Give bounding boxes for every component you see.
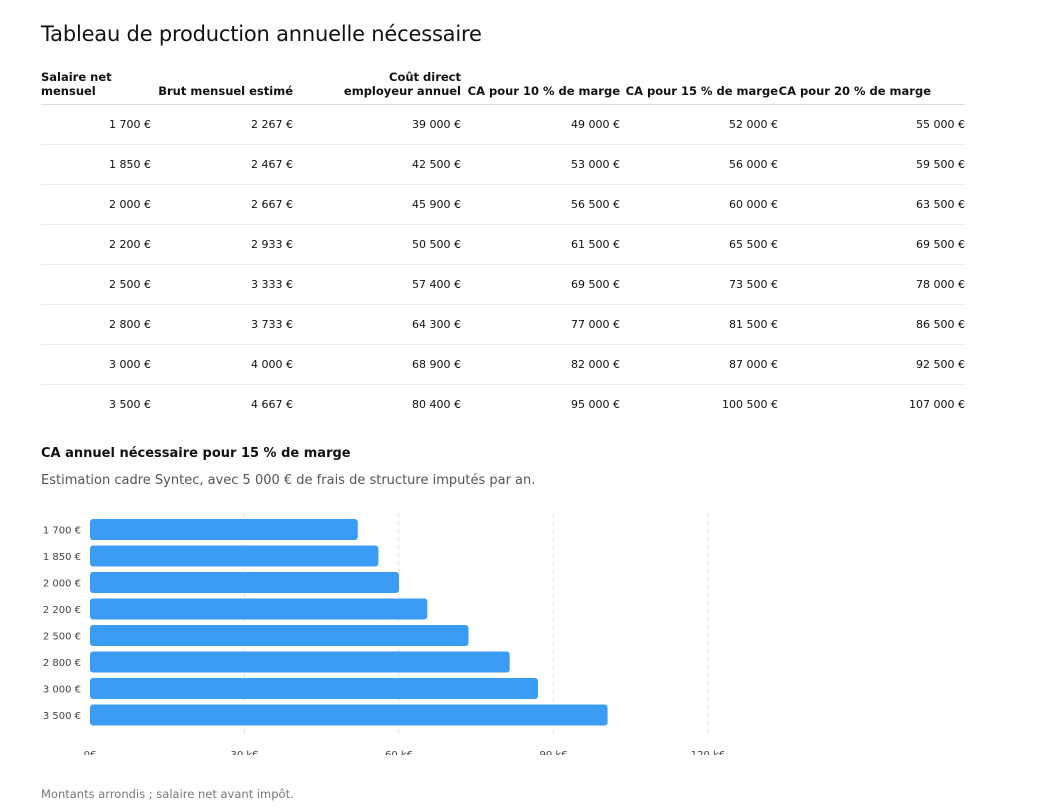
table-cell: 39 000 € — [293, 104, 461, 145]
y-tick-label: 2 200 € — [43, 605, 81, 616]
x-tick-label: 120 k€ — [691, 750, 725, 755]
bar-chart: 1 700 € 1 850 € 2 000 € 2 200 € 2 500 € 2 800… — [43, 513, 725, 755]
table-cell: 2 467 € — [151, 144, 293, 185]
header-cout-employeur: Coût direct employeur annuel — [293, 60, 461, 105]
y-tick-label: 2 000 € — [43, 579, 81, 590]
table-cell: 77 000 € — [461, 304, 620, 345]
page-title: Tableau de production annuelle nécessair… — [41, 22, 482, 46]
table-cell: 2 267 € — [151, 104, 293, 145]
table-cell: 50 500 € — [293, 224, 461, 265]
table-cell: 81 500 € — [620, 304, 778, 345]
x-tick-label: 0€ — [84, 750, 97, 755]
table-row: 1 850 €2 467 €42 500 €53 000 €56 000 €59… — [41, 144, 965, 185]
table-cell: 100 500 € — [722, 398, 778, 411]
bar — [90, 545, 379, 567]
table-cell: 59 500 € — [778, 144, 965, 185]
table-cell: 107 000 € — [909, 398, 965, 411]
table-cell: 65 500 € — [620, 224, 778, 265]
table-cell: 1 850 € — [41, 144, 151, 185]
table-cell: 73 500 € — [620, 264, 778, 305]
table-cell: 57 400 € — [293, 264, 461, 305]
bar — [90, 572, 399, 593]
x-tick-label: 90 k€ — [539, 750, 567, 755]
bar — [90, 704, 608, 726]
table-cell: 4 667 € — [251, 398, 293, 411]
table-cell: 2 933 € — [151, 224, 293, 265]
y-tick-label: 2 800 € — [43, 658, 81, 669]
table-cell: 49 000 € — [461, 104, 620, 145]
table-cell: 3 000 € — [41, 344, 151, 385]
table-cell: 63 500 € — [778, 184, 965, 225]
x-tick-label: 30 k€ — [230, 750, 258, 755]
table-cell: 55 000 € — [778, 104, 965, 145]
table-cell: 92 500 € — [778, 344, 965, 385]
table-cell: 56 000 € — [620, 144, 778, 185]
table-cell: 69 500 € — [778, 224, 965, 265]
table-body: 1 700 €2 267 €39 000 €49 000 €52 000 €55… — [41, 104, 965, 425]
table-row: 1 700 €2 267 €39 000 €49 000 €52 000 €55… — [41, 104, 965, 145]
table-cell: 2 500 € — [41, 264, 151, 305]
bar — [90, 519, 358, 540]
table-cell: 2 000 € — [41, 184, 151, 225]
header-ca-10: CA pour 10 % de marge — [461, 60, 620, 105]
y-tick-label: 1 850 € — [43, 552, 81, 563]
table-cell: 87 000 € — [620, 344, 778, 385]
header-ca-15: CA pour 15 % de marge — [620, 60, 778, 105]
y-tick-label: 2 500 € — [43, 632, 81, 643]
y-tick-label: 1 700 € — [43, 526, 81, 537]
table-cell: 68 900 € — [293, 344, 461, 385]
table-cell: 95 000 € — [571, 398, 620, 411]
production-table: Salaire net mensuel Brut mensuel estimé … — [41, 60, 965, 424]
table-cell: 3 500 € — [109, 398, 151, 411]
table-row: 2 000 €2 667 €45 900 €56 500 €60 000 €63… — [41, 184, 965, 225]
table-cell: 4 000 € — [151, 344, 293, 385]
x-tick-label: 60 k€ — [385, 750, 413, 755]
table-cell: 45 900 € — [293, 184, 461, 225]
table-row: 3 500 € 4 667 € 80 400 € 95 000 € 100 500 € 1… — [41, 385, 965, 425]
bar — [90, 598, 428, 620]
bar — [90, 625, 469, 646]
table-cell: 52 000 € — [620, 104, 778, 145]
table-cell: 80 400 € — [412, 398, 461, 411]
table-cell: 60 000 € — [620, 184, 778, 225]
table-cell: 2 667 € — [151, 184, 293, 225]
table-cell: 69 500 € — [461, 264, 620, 305]
table-cell: 3 333 € — [151, 264, 293, 305]
y-tick-label: 3 000 € — [43, 685, 81, 696]
y-tick-label: 3 500 € — [43, 711, 81, 722]
table-cell: 56 500 € — [461, 184, 620, 225]
table-cell: 78 000 € — [778, 264, 965, 305]
table-cell: 82 000 € — [461, 344, 620, 385]
bar — [90, 651, 510, 673]
bar — [90, 678, 539, 699]
footnote: Montants arrondis ; salaire net avant im… — [41, 787, 294, 801]
table-cell: 53 000 € — [461, 144, 620, 185]
table-cell: 42 500 € — [293, 144, 461, 185]
table-row: 3 000 €4 000 €68 900 €82 000 €87 000 €92… — [41, 344, 965, 385]
table-row: 2 800 €3 733 €64 300 €77 000 €81 500 €86… — [41, 304, 965, 345]
table-header-row: Salaire net mensuel Brut mensuel estimé … — [41, 60, 965, 105]
table-cell: 3 733 € — [151, 304, 293, 345]
chart-title: CA annuel nécessaire pour 15 % de marge — [41, 446, 351, 461]
table-row: 2 200 €2 933 €50 500 €61 500 €65 500 €69… — [41, 224, 965, 265]
table-cell: 61 500 € — [461, 224, 620, 265]
table-cell: 2 800 € — [41, 304, 151, 345]
table-row: 2 500 €3 333 €57 400 €69 500 €73 500 €78… — [41, 264, 965, 305]
table-cell: 86 500 € — [778, 304, 965, 345]
table-cell: 64 300 € — [293, 304, 461, 345]
table-cell: 2 200 € — [41, 224, 151, 265]
table-cell: 1 700 € — [41, 104, 151, 145]
chart-subtitle: Estimation cadre Syntec, avec 5 000 € de… — [41, 473, 536, 488]
header-salaire-net: Salaire net mensuel — [41, 60, 151, 105]
header-brut-mensuel: Brut mensuel estimé — [151, 60, 293, 105]
header-ca-20: CA pour 20 % de marge — [778, 60, 965, 105]
